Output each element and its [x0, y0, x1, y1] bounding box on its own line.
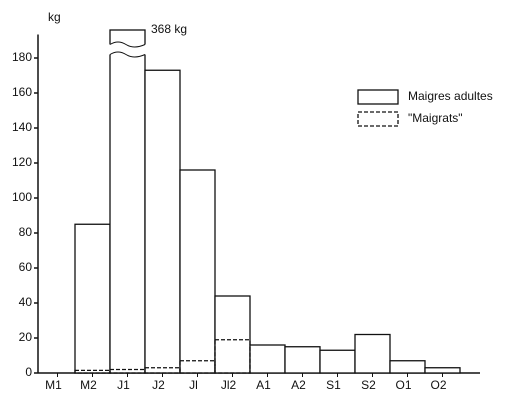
y-tick-label: 60 [19, 260, 33, 274]
y-tick-label: 80 [19, 225, 33, 239]
x-tick-label: Jl [189, 378, 198, 392]
bar [74, 223, 111, 374]
y-tick-label: 0 [25, 365, 32, 379]
legend-label: "Maigrats" [408, 111, 463, 125]
x-tick-label: M2 [80, 378, 97, 392]
x-tick-label: J2 [152, 378, 165, 392]
x-tick-label: M1 [45, 378, 62, 392]
bar [214, 295, 251, 374]
x-tick-label: O2 [430, 378, 446, 392]
axis-break-gap [109, 44, 146, 55]
legend-swatch [357, 89, 399, 105]
bar [284, 346, 321, 374]
bar [424, 367, 461, 374]
x-tick-label: J1 [117, 378, 130, 392]
bar [214, 339, 251, 374]
y-tick-label: 100 [12, 190, 32, 204]
x-tick-label: S2 [361, 378, 376, 392]
bar [319, 349, 356, 374]
y-tick-label: 140 [12, 120, 32, 134]
legend-swatch [357, 111, 399, 127]
y-axis-label: kg [48, 10, 61, 24]
y-tick-label: 40 [19, 295, 33, 309]
bar [389, 360, 426, 374]
axis-break-mark [109, 41, 146, 58]
x-tick-label: O1 [395, 378, 411, 392]
value-label: 368 kg [151, 22, 187, 36]
y-tick-label: 20 [19, 330, 33, 344]
bar [249, 344, 286, 374]
legend-label: Maigres adultes [408, 89, 493, 103]
x-tick-label: S1 [326, 378, 341, 392]
bar [354, 333, 391, 374]
x-tick-label: A1 [256, 378, 271, 392]
x-tick-label: Jl2 [221, 378, 237, 392]
bar [179, 169, 216, 374]
bar [109, 368, 146, 374]
y-tick-label: 180 [12, 50, 32, 64]
y-tick-label: 160 [12, 85, 32, 99]
x-tick-label: A2 [291, 378, 306, 392]
y-tick-label: 120 [12, 155, 32, 169]
bar [144, 69, 181, 374]
bar [109, 29, 146, 374]
